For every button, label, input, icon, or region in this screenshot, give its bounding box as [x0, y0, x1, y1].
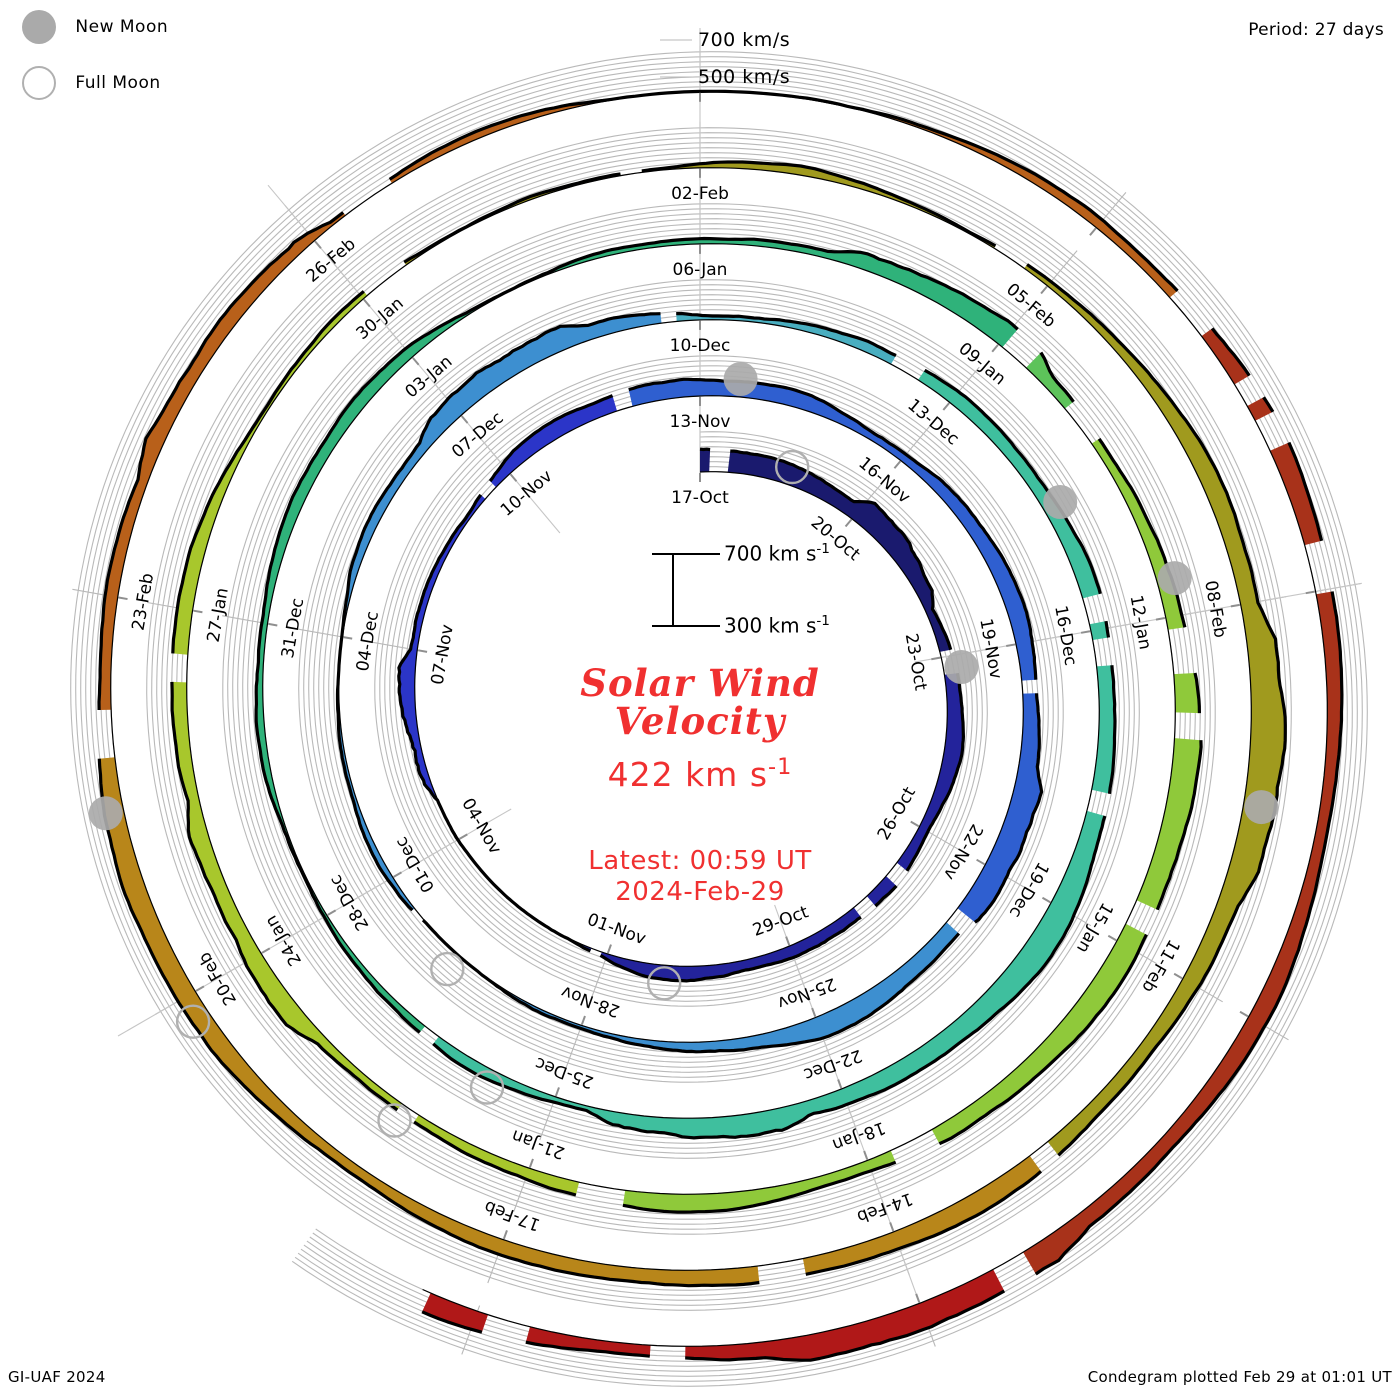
rotation-date-label: 21-Jan [509, 1125, 567, 1163]
rotation-date-label: 10-Dec [670, 336, 731, 356]
rotation-date-label: 22-Dec [801, 1045, 865, 1085]
new-moon-marker [944, 650, 979, 684]
rotation-tick-marks [118, 92, 1315, 1303]
new-moon-marker [88, 796, 123, 831]
scale-bar-cap-bottom [652, 625, 694, 627]
legend-new-moon-label: New Moon [75, 17, 169, 37]
moon-phase-markers [88, 362, 1279, 1138]
plot-timestamp: Condegram plotted Feb 29 at 01:01 UT [1087, 1368, 1392, 1386]
rotation-date-label: 01-Nov [584, 910, 648, 950]
latest-date: 2024-Feb-29 [615, 877, 785, 908]
full-moon-marker [775, 449, 810, 485]
chart-title: Solar Wind Velocity [430, 661, 970, 743]
institution-credit: GI-UAF 2024 [8, 1368, 106, 1386]
full-moon-marker [430, 951, 465, 987]
chart-title-line2: Velocity [614, 698, 786, 743]
radial-axis-label-inner: 500 km/s [698, 66, 791, 88]
scale-bar-tick-top [694, 553, 720, 555]
new-moon-marker [723, 362, 758, 396]
period-label: Period: 27 days [1248, 20, 1384, 40]
rotation-date-label: 13-Nov [670, 412, 731, 432]
scale-bar-line [672, 553, 674, 627]
center-annotation: 700 km s-1 300 km s-1 Solar Wind Velocit… [430, 541, 970, 908]
legend-new-moon: New Moon [22, 10, 168, 44]
rotation-date-label: 17-Oct [671, 488, 729, 508]
latest-time: Latest: 00:59 UT [588, 846, 812, 877]
legend-full-moon-label: Full Moon [75, 73, 161, 93]
full-moon-icon [22, 66, 56, 100]
current-value: 422 km s-1 [607, 754, 793, 795]
rotation-date-label: 06-Jan [673, 260, 728, 280]
rotation-date-label: 25-Nov [775, 973, 839, 1013]
full-moon-marker [469, 1070, 505, 1105]
scale-bar-cap-top [652, 553, 694, 555]
solar-wind-spiral-bands [97, 89, 1344, 1362]
velocity-scale-bar: 700 km s-1 300 km s-1 [430, 541, 970, 638]
scale-bar-label-top: 700 km s-1 [724, 541, 830, 566]
radial-axis-label-outer: 700 km/s [698, 29, 791, 51]
new-moon-marker [1043, 485, 1078, 519]
full-moon-marker [377, 1103, 412, 1138]
chart-title-line1: Solar Wind [580, 661, 820, 705]
scale-bar-label-bottom: 300 km s-1 [724, 613, 830, 638]
full-moon-marker [647, 966, 682, 1001]
new-moon-icon [22, 10, 56, 44]
rotation-date-label: 02-Feb [671, 184, 729, 204]
legend-full-moon: Full Moon [22, 66, 161, 100]
full-moon-marker [175, 1004, 211, 1039]
rotation-date-label: 29-Oct [750, 902, 811, 941]
scale-bar-tick-bottom [694, 625, 720, 627]
new-moon-marker [1157, 561, 1192, 596]
new-moon-marker [1244, 790, 1279, 825]
latest-timestamp: Latest: 00:59 UT 2024-Feb-29 [430, 846, 970, 907]
rotation-date-label: 17-Feb [482, 1196, 543, 1235]
